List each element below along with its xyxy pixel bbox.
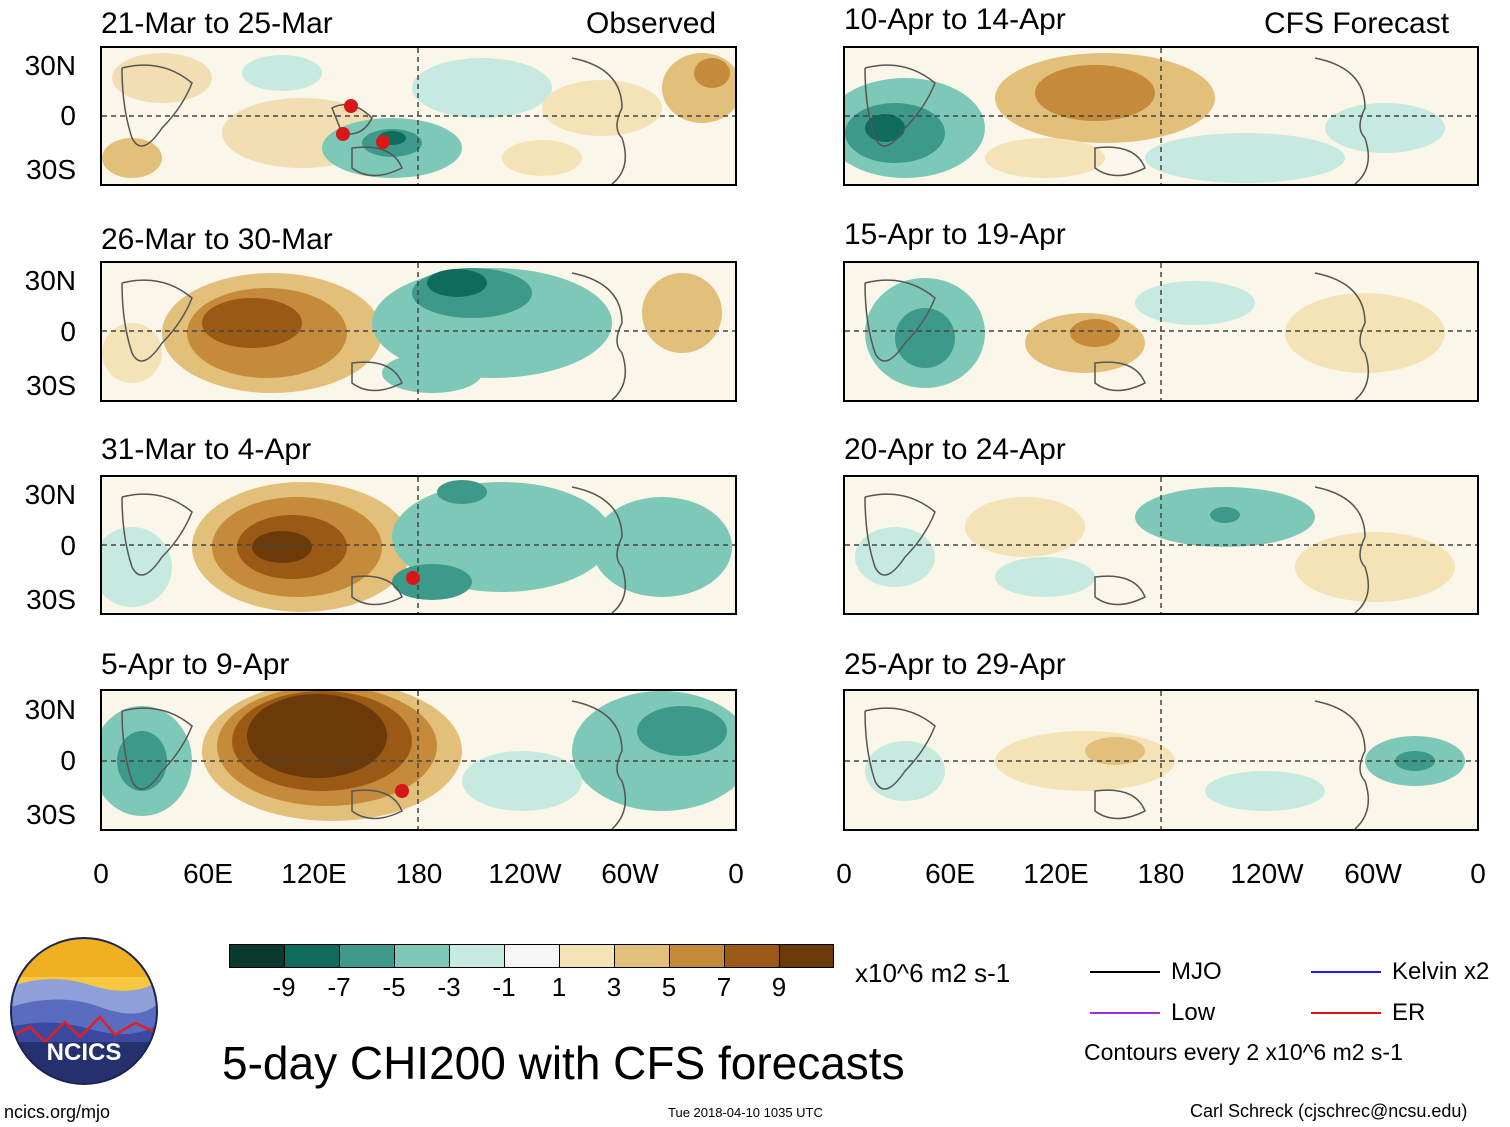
map-panel-fcst-3 xyxy=(843,475,1479,615)
legend-label: ER xyxy=(1392,999,1426,1026)
anomaly-field xyxy=(845,263,1477,400)
lat-label: 30N xyxy=(24,265,76,296)
map-panel-obs-3 xyxy=(100,475,737,615)
anomaly-field xyxy=(845,691,1477,829)
panel-title: 15-Apr to 19-Apr xyxy=(844,218,1066,251)
anomaly-field xyxy=(102,263,735,400)
lat-label: 0 xyxy=(60,316,76,347)
colorbar-label: -1 xyxy=(492,972,516,1002)
anomaly-field xyxy=(102,691,735,829)
colorbar xyxy=(229,944,834,968)
map-panel-fcst-2 xyxy=(843,261,1479,402)
lon-label: 120E xyxy=(1023,858,1089,889)
colorbar-cell xyxy=(504,944,560,968)
colorbar-units: x10^6 m2 s-1 xyxy=(855,958,1011,988)
lat-label: 0 xyxy=(60,530,76,561)
colorbar-label: -7 xyxy=(327,972,351,1002)
storm-marker-icon xyxy=(336,127,350,141)
panel-right-label: Observed xyxy=(586,7,717,40)
legend-line-mjo xyxy=(1090,971,1160,973)
colorbar-cell xyxy=(394,944,450,968)
footer-link[interactable]: ncics.org/mjo xyxy=(4,1102,111,1122)
logo-text: NCICS xyxy=(46,1039,122,1066)
storm-marker-icon xyxy=(406,571,420,585)
colorbar-cell xyxy=(614,944,670,968)
lon-label: 120E xyxy=(281,858,347,889)
lon-label: 60W xyxy=(1344,858,1402,889)
legend-label: MJO xyxy=(1171,958,1222,985)
storm-marker-icon xyxy=(395,784,409,798)
lon-label: 0 xyxy=(728,858,744,889)
legend-label: Kelvin x2 xyxy=(1392,958,1490,985)
map-panel-obs-2 xyxy=(100,261,737,402)
lat-label: 30N xyxy=(24,694,76,725)
storm-marker-icon xyxy=(376,135,390,149)
panel-title: 20-Apr to 24-Apr xyxy=(844,433,1066,466)
panel-title: 31-Mar to 4-Apr xyxy=(101,433,312,466)
panel-right-label: CFS Forecast xyxy=(1264,7,1450,40)
colorbar-cell xyxy=(779,944,834,968)
colorbar-label: 1 xyxy=(551,972,567,1002)
lon-label: 0 xyxy=(93,858,109,889)
main-title: 5-day CHI200 with CFS forecasts xyxy=(222,1037,905,1089)
lat-label: 30S xyxy=(26,584,76,615)
colorbar-cell xyxy=(449,944,505,968)
colorbar-label: 9 xyxy=(771,972,787,1002)
map-panel-obs-1 xyxy=(100,46,737,186)
anomaly-field xyxy=(845,48,1477,184)
lon-label: 120W xyxy=(488,858,562,889)
panel-title: 5-Apr to 9-Apr xyxy=(101,648,290,681)
lat-label: 30S xyxy=(26,370,76,401)
anomaly-field xyxy=(102,477,735,613)
colorbar-cell xyxy=(339,944,395,968)
legend-line-er xyxy=(1311,1012,1381,1014)
panel-title: 26-Mar to 30-Mar xyxy=(101,223,333,256)
footer-credit: Carl Schreck (cjschrec@ncsu.edu) xyxy=(1190,1101,1468,1121)
colorbar-label: 7 xyxy=(716,972,732,1002)
panel-title: 21-Mar to 25-Mar xyxy=(101,7,333,40)
map-panel-obs-4 xyxy=(100,689,737,831)
footer-timestamp: Tue 2018-04-10 1035 UTC xyxy=(668,1105,823,1120)
colorbar-label: -9 xyxy=(272,972,296,1002)
lat-label: 30N xyxy=(24,50,76,81)
colorbar-cell xyxy=(669,944,725,968)
legend-line-low xyxy=(1090,1012,1160,1014)
lon-label: 0 xyxy=(836,858,852,889)
lon-label: 60W xyxy=(601,858,659,889)
map-panel-fcst-4 xyxy=(843,689,1479,831)
panel-title: 10-Apr to 14-Apr xyxy=(844,3,1066,36)
legend-note: Contours every 2 x10^6 m2 s-1 xyxy=(1084,1039,1403,1065)
lon-label: 60E xyxy=(183,858,233,889)
panel-title: 25-Apr to 29-Apr xyxy=(844,648,1066,681)
colorbar-label: -5 xyxy=(382,972,406,1002)
ncics-logo-icon xyxy=(10,937,158,1085)
anomaly-field xyxy=(102,48,735,184)
lon-label: 120W xyxy=(1230,858,1304,889)
colorbar-label: -3 xyxy=(437,972,461,1002)
ncics-logo: NCICS xyxy=(10,937,158,1085)
lat-label: 30S xyxy=(26,799,76,830)
lat-label: 0 xyxy=(60,745,76,776)
colorbar-cell xyxy=(229,944,285,968)
legend-line-kelvin xyxy=(1311,971,1381,973)
anomaly-field xyxy=(845,477,1477,613)
colorbar-label: 5 xyxy=(661,972,677,1002)
colorbar-cell xyxy=(559,944,615,968)
colorbar-cell xyxy=(724,944,780,968)
lon-label: 0 xyxy=(1470,858,1486,889)
lon-label: 180 xyxy=(395,858,443,889)
colorbar-cell xyxy=(284,944,340,968)
lat-label: 30S xyxy=(26,154,76,185)
lon-label: 180 xyxy=(1137,858,1185,889)
colorbar-label: 3 xyxy=(606,972,622,1002)
legend-label: Low xyxy=(1171,999,1216,1026)
map-panel-fcst-1 xyxy=(843,46,1479,186)
lat-label: 30N xyxy=(24,479,76,510)
lon-label: 60E xyxy=(925,858,975,889)
storm-marker-icon xyxy=(344,99,358,113)
lat-label: 0 xyxy=(60,100,76,131)
